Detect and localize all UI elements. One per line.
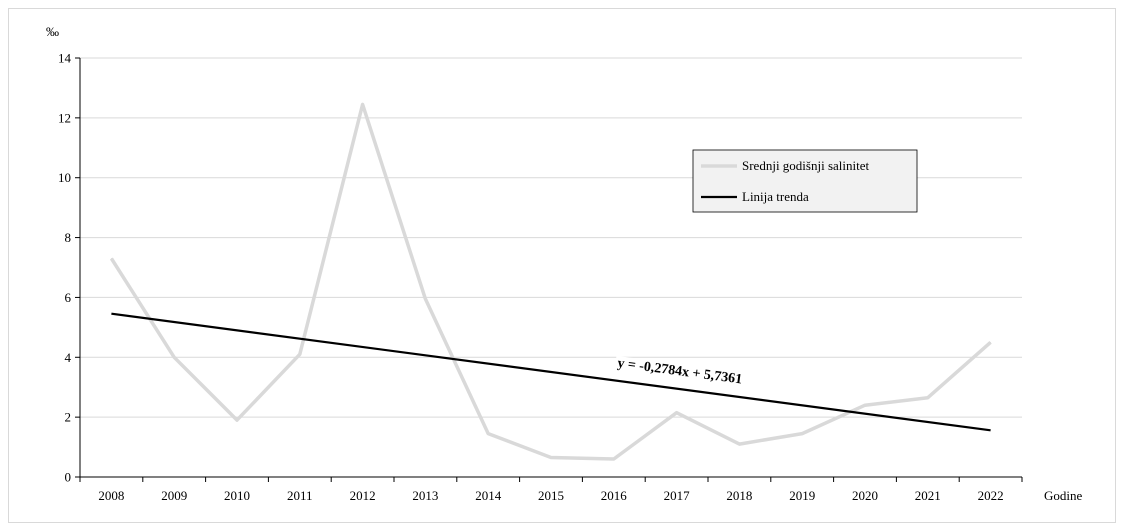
data-point-salinity xyxy=(801,433,803,435)
data-point-salinity xyxy=(738,443,740,445)
y-axis-ticks: 0 2 4 6 8 10 12 14 xyxy=(58,51,80,485)
trend-equation-background xyxy=(614,355,745,388)
y-axis-label: ‰ xyxy=(46,24,59,39)
y-tick-label: 14 xyxy=(58,51,72,66)
data-point-salinity xyxy=(864,404,866,406)
y-tick-label: 12 xyxy=(58,110,71,125)
y-tick-label: 4 xyxy=(65,350,72,365)
series-line-trend xyxy=(111,312,991,432)
x-tick-label: 2017 xyxy=(664,488,691,503)
x-tick-label: 2014 xyxy=(475,488,502,503)
legend-label-salinity: Srednji godišnji salinitet xyxy=(742,158,869,173)
axes xyxy=(79,58,1022,478)
x-tick-label: 2018 xyxy=(726,488,752,503)
x-tick-label: 2011 xyxy=(287,488,313,503)
y-tick-label: 6 xyxy=(65,290,72,305)
x-axis-label: Godine xyxy=(1044,488,1083,503)
chart-frame xyxy=(8,8,1116,523)
data-point-salinity xyxy=(550,457,552,459)
data-point-salinity xyxy=(927,397,929,399)
data-point-salinity xyxy=(424,298,426,300)
x-tick-label: 2013 xyxy=(412,488,438,503)
data-point-salinity xyxy=(676,412,678,414)
data-point-salinity xyxy=(173,356,175,358)
y-tick-label: 0 xyxy=(65,470,72,485)
data-point-salinity xyxy=(487,433,489,435)
data-point-salinity xyxy=(990,341,992,343)
x-tick-label: 2022 xyxy=(978,488,1004,503)
x-tick-label: 2015 xyxy=(538,488,564,503)
y-tick-label: 10 xyxy=(58,170,71,185)
series-group xyxy=(109,102,992,461)
legend: Srednji godišnji salinitet Linija trenda xyxy=(692,149,918,213)
x-tick-label: 2020 xyxy=(852,488,878,503)
data-point-salinity xyxy=(110,258,112,260)
x-tick-label: 2021 xyxy=(915,488,941,503)
data-point-salinity xyxy=(299,353,301,355)
data-point-salinity xyxy=(236,419,238,421)
x-tick-label: 2010 xyxy=(224,488,250,503)
data-point-salinity xyxy=(613,458,615,460)
y-tick-label: 2 xyxy=(65,410,72,425)
x-tick-label: 2009 xyxy=(161,488,187,503)
data-point-salinity xyxy=(362,103,364,105)
grid-lines xyxy=(80,57,1022,418)
x-tick-label: 2008 xyxy=(98,488,124,503)
x-axis-ticks: 2008 2009 2010 2011 2012 2013 2014 2015 2016 2017… xyxy=(79,477,1023,503)
legend-box xyxy=(692,149,918,213)
y-tick-label: 8 xyxy=(65,230,72,245)
x-tick-label: 2012 xyxy=(350,488,376,503)
x-tick-label: 2019 xyxy=(789,488,815,503)
x-tick-label: 2016 xyxy=(601,488,628,503)
legend-label-trend: Linija trenda xyxy=(742,189,809,204)
